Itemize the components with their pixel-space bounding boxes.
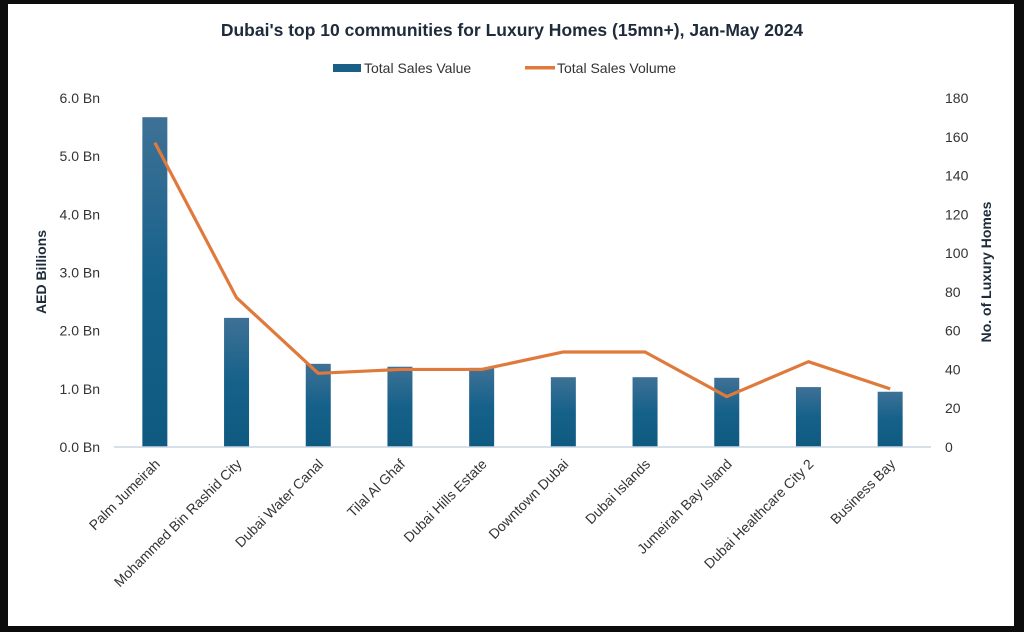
bar <box>305 363 331 447</box>
y-tick-right: 180 <box>945 90 969 106</box>
y-tick-left: 6.0 Bn <box>60 90 100 106</box>
y-axis-left-label: AED Billions <box>33 230 49 314</box>
y-tick-left: 2.0 Bn <box>60 323 100 339</box>
chart-title: Dubai's top 10 communities for Luxury Ho… <box>221 20 804 40</box>
bar <box>387 366 413 447</box>
bar <box>632 377 658 447</box>
x-tick-label: Tilal Al Ghaf <box>344 456 408 520</box>
y-tick-left: 3.0 Bn <box>60 265 100 281</box>
y-axis-right-label: No. of Luxury Homes <box>978 201 994 342</box>
bar <box>714 377 740 447</box>
bar <box>224 317 250 447</box>
legend-label-volume: Total Sales Volume <box>557 60 676 76</box>
legend: Total Sales Value Total Sales Volume <box>333 60 676 76</box>
bar <box>550 377 576 447</box>
x-tick-label: Business Bay <box>827 456 898 527</box>
y-tick-right: 0 <box>945 439 953 455</box>
y-tick-right: 60 <box>945 323 961 339</box>
y-tick-right: 80 <box>945 284 961 300</box>
legend-swatch-volume <box>525 66 555 70</box>
chart-panel <box>8 4 1014 626</box>
x-tick-label: Dubai Water Canal <box>232 456 327 551</box>
y-tick-left: 4.0 Bn <box>60 206 100 222</box>
bar <box>795 387 821 447</box>
x-tick-label: Palm Jumeirah <box>86 456 163 533</box>
y-tick-right: 120 <box>945 206 969 222</box>
bar <box>142 117 168 447</box>
y-tick-right: 140 <box>945 168 969 184</box>
bar <box>469 367 495 447</box>
volume-line <box>153 141 891 399</box>
y-tick-left: 1.0 Bn <box>60 381 100 397</box>
y-tick-right: 40 <box>945 361 961 377</box>
legend-swatch-value <box>333 64 361 72</box>
y-tick-right: 160 <box>945 129 969 145</box>
x-tick-label: Dubai Hills Estate <box>400 456 490 546</box>
y-tick-left: 0.0 Bn <box>60 439 100 455</box>
legend-label-value: Total Sales Value <box>364 60 471 76</box>
y-tick-right: 100 <box>945 245 969 261</box>
y-tick-right: 20 <box>945 400 961 416</box>
x-tick-label: Downtown Dubai <box>485 456 571 542</box>
y-tick-left: 5.0 Bn <box>60 148 100 164</box>
x-tick-label: Dubai Islands <box>582 456 653 527</box>
bar <box>877 391 903 447</box>
